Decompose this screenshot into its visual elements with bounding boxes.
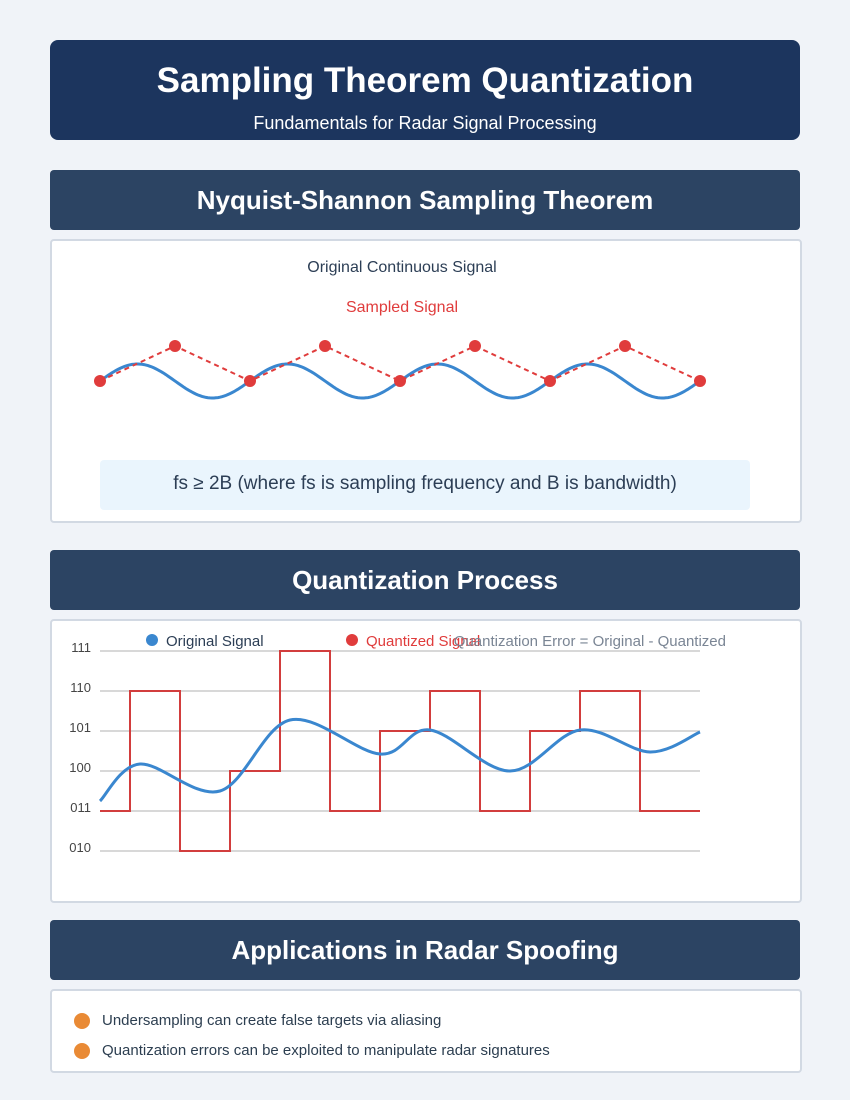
page-title: Sampling Theorem Quantization: [156, 61, 694, 100]
sample-point: [469, 340, 481, 352]
sampling-section-heading: Nyquist-Shannon Sampling Theorem: [50, 170, 800, 230]
level-label: 011: [70, 800, 91, 815]
applications-panel: Undersampling can create false targets v…: [50, 989, 802, 1073]
legend-original-marker: [146, 634, 158, 646]
page-header: Sampling Theorem Quantization Fundamenta…: [50, 40, 800, 140]
quantization-panel: 111 110 101 100 011 010 Original Signal Quant…: [50, 619, 802, 903]
page-subtitle: Fundamentals for Radar Signal Processing: [253, 113, 597, 133]
sample-points: [94, 340, 706, 387]
sample-point: [169, 340, 181, 352]
legend-quantized-label: Quantized Signal: [366, 633, 480, 650]
continuous-signal-label: Original Continuous Signal: [307, 259, 496, 276]
legend-original-label: Original Signal: [166, 633, 264, 650]
legend-quantized-marker: [346, 634, 358, 646]
sample-point: [394, 375, 406, 387]
level-label: 010: [69, 840, 91, 855]
bullet-icon: [74, 1013, 90, 1029]
applications-section-heading: Applications in Radar Spoofing: [50, 920, 800, 980]
application-item-text: Undersampling can create false targets v…: [102, 1012, 442, 1029]
sample-point: [544, 375, 556, 387]
sampled-signal-line: [99, 344, 701, 383]
sampling-diagram: Original Continuous Signal Sampled Signa…: [94, 259, 706, 400]
application-item-text: Quantization errors can be exploited to …: [102, 1042, 550, 1059]
sample-point: [619, 340, 631, 352]
sample-point: [694, 375, 706, 387]
original-signal-curve: [98, 717, 701, 803]
quantization-chart: 111 110 101 100 011 010 Original Signal Quant…: [69, 633, 726, 855]
level-label: 111: [71, 640, 91, 655]
quantized-signal-line: [100, 650, 700, 852]
quantization-error-note: Quantization Error = Original - Quantize…: [454, 633, 726, 650]
quantization-gridlines: [100, 650, 700, 852]
quantization-section-heading: Quantization Process: [50, 550, 800, 610]
level-label: 101: [69, 720, 91, 735]
sample-point: [244, 375, 256, 387]
sample-point: [94, 375, 106, 387]
bullet-icon: [74, 1043, 90, 1059]
sample-point: [319, 340, 331, 352]
nyquist-formula: fs ≥ 2B (where fs is sampling frequency …: [100, 460, 750, 510]
level-label: 100: [69, 760, 91, 775]
level-label: 110: [70, 680, 91, 695]
sampled-signal-label: Sampled Signal: [346, 299, 458, 316]
sampling-panel: Original Continuous Signal Sampled Signa…: [50, 239, 802, 523]
quantization-level-labels: 111 110 101 100 011 010: [69, 640, 91, 855]
